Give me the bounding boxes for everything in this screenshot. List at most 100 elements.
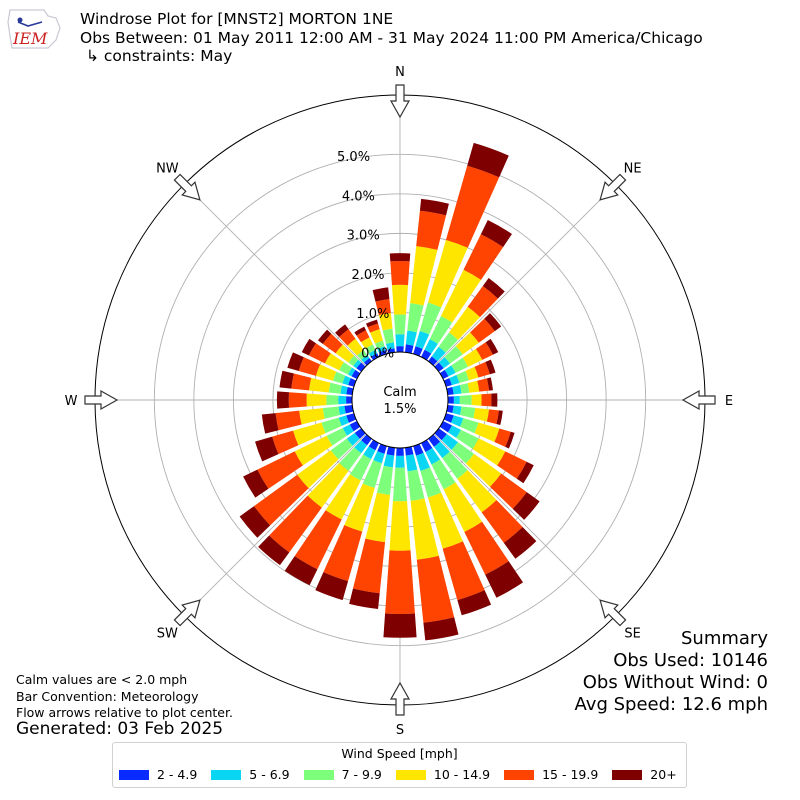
summary-title: Summary (681, 628, 768, 649)
windrose-bar-segment (383, 613, 417, 638)
windrose-bar-segment (431, 459, 456, 490)
legend-item: 20+ (612, 767, 677, 782)
windrose-bar-segment (460, 383, 470, 394)
radial-tick-label: 4.0% (342, 189, 375, 204)
compass-label: NE (624, 161, 642, 176)
compass-label: E (725, 394, 733, 409)
windrose-bar-segment (254, 474, 309, 526)
radial-tick-label: 3.0% (347, 229, 380, 244)
windrose-bar-segment (486, 409, 499, 425)
plot-subtitle: Obs Between: 01 May 2011 12:00 AM - 31 M… (80, 29, 703, 47)
windrose-bar-segment (315, 364, 337, 381)
legend-item: 15 - 19.9 (504, 767, 598, 782)
windrose-bar-segment (257, 451, 303, 489)
windrose-bar-segment (449, 306, 481, 340)
windrose-bar-segment (413, 443, 424, 456)
windrose-bar-segment (477, 378, 490, 392)
windrose-bar-segment (443, 482, 483, 532)
windrose-bar-segment (407, 469, 425, 501)
windrose-bar-segment (463, 234, 504, 280)
bar-convention-note: Bar Convention: Meteorology (16, 689, 199, 704)
legend-label: 10 - 14.9 (433, 767, 491, 782)
flow-arrow-shape (681, 389, 716, 411)
windrose-bar-segment (335, 344, 355, 363)
windrose-bar-segment (342, 424, 354, 436)
windrose-bar-segment (328, 382, 342, 394)
windrose-bar-segment (339, 362, 353, 375)
windrose-bar-segment (377, 443, 387, 454)
windrose-bar-segment (405, 330, 417, 346)
windrose-bar-segment (349, 588, 380, 609)
windrose-bar-segment (346, 396, 353, 404)
compass-label: S (396, 723, 404, 738)
windrose-bar-segment (338, 405, 346, 415)
legend-swatch (303, 769, 334, 780)
windrose-bar-segment (459, 394, 472, 406)
compass-label: N (395, 65, 405, 80)
windrose-bar-segment (325, 474, 361, 520)
windrose-bar-segment (445, 165, 500, 248)
windrose-bar-segment (460, 418, 479, 434)
summary-avg-speed: Avg Speed: 12.6 mph (574, 694, 768, 715)
windrose-bar-segment (269, 495, 322, 553)
generated-date: Generated: 03 Feb 2025 (16, 719, 224, 739)
calm-note: Calm values are < 2.0 mph (16, 672, 188, 687)
windrose-bar-segment (419, 198, 449, 216)
windrose-overlay: Calm 1.5% 0.0% 1.0% 2.0% 3.0% 4.0% 5.0% N NE E SE S S… (65, 65, 734, 738)
windrose-bar-segment (342, 375, 351, 386)
windrose-bar-segment (335, 324, 349, 338)
windrose-bar-segment (279, 370, 294, 389)
windrose-bar-segment (306, 393, 327, 407)
windrose-bar-segment (416, 210, 447, 250)
windrose-bar-segment (338, 415, 349, 426)
windrose-bar-segment (497, 451, 527, 479)
windrose-bar-segment (449, 374, 460, 386)
windrose-bar-segment (444, 346, 463, 364)
legend-label: 7 - 9.9 (341, 767, 382, 782)
windrose-bar-segment (480, 220, 512, 248)
windrose-bar-segment (410, 246, 438, 306)
windrose-bar-segment (425, 447, 441, 465)
windrose-bar-segment (297, 450, 339, 489)
windrose-bar-segment (447, 425, 461, 438)
flow-arrow (599, 599, 627, 627)
windrose-bar-segment (389, 253, 411, 262)
windrose-bar-segment (467, 285, 498, 318)
compass-label: NW (156, 161, 179, 176)
calm-circle (351, 351, 449, 449)
windrose-bar-segment (427, 239, 468, 308)
angular-gridline (184, 184, 367, 367)
windrose-bar-segment (357, 349, 368, 360)
windrose-bar-segment (473, 407, 490, 422)
windrose-bar-segment (440, 269, 482, 323)
windrose-bar-segment (301, 338, 316, 356)
windrose-bar-segment (352, 538, 386, 594)
windrose-bar-segment (451, 357, 469, 373)
windrose-bar-segment (363, 446, 376, 460)
windrose-bar-segment (356, 362, 366, 372)
windrose-bar-segment (375, 299, 391, 316)
windrose-bar-segment (395, 455, 405, 468)
windrose-bar-segment (367, 323, 380, 333)
windrose-bar-segment (378, 312, 393, 331)
windrose-bar-segment (321, 417, 342, 434)
legend-item: 7 - 9.9 (303, 767, 382, 782)
windrose-bar-segment (317, 329, 332, 344)
windrose-bar-segment (465, 366, 479, 381)
windrose-bar-segment (324, 353, 344, 371)
legend-label: 20+ (650, 767, 677, 782)
windrose-bar-segment (291, 373, 312, 391)
windrose-bar-segment (456, 370, 469, 383)
windrose-bar-segment (370, 353, 379, 361)
windrose-bar-segment (455, 332, 479, 355)
windrose-bar-segment (421, 349, 432, 361)
windrose-bar-segment (258, 535, 290, 566)
flow-arrows-note: Flow arrows relative to plot center. (16, 705, 233, 720)
flow-arrow (84, 389, 119, 411)
windrose-bar-segment (349, 421, 361, 432)
windrose-bar-segment (243, 469, 269, 498)
windrose-bar-segment (389, 501, 411, 551)
windrose-bar-segment (512, 492, 540, 520)
windrose-bar-segment (323, 525, 363, 582)
windrose-bar-segment (419, 302, 442, 335)
